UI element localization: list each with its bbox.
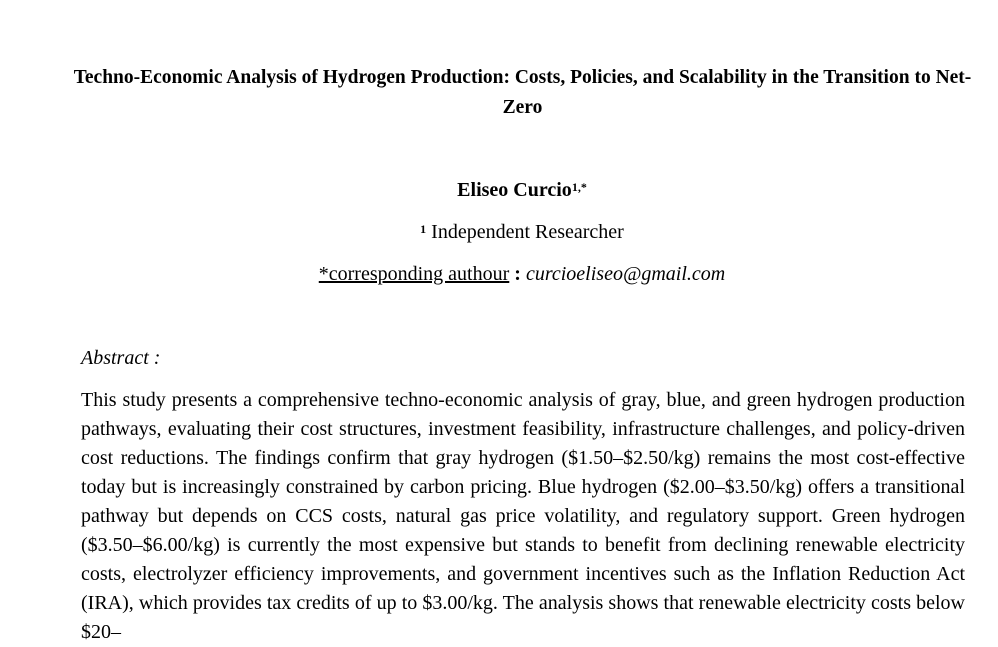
author-superscript: 1,* [571,180,587,194]
author-line: Eliseo Curcio1,* [0,176,998,204]
affiliation-line: 1 Independent Researcher [0,218,998,246]
correspondence-separator: : [514,263,521,285]
abstract-label: Abstract : [81,347,161,369]
affiliation-superscript: 1 [420,222,427,236]
correspondence-line: *corresponding authour : curcioeliseo@gm… [0,260,998,288]
paper-title: Techno-Economic Analysis of Hydrogen Pro… [73,67,972,118]
correspondence-label: *corresponding authour [318,263,510,285]
abstract-text: This study presents a comprehensive tech… [81,389,965,643]
author-name: Eliseo Curcio [457,179,572,201]
correspondence-email[interactable]: curcioeliseo@gmail.com [525,263,726,285]
affiliation-text: Independent Researcher [431,221,624,243]
